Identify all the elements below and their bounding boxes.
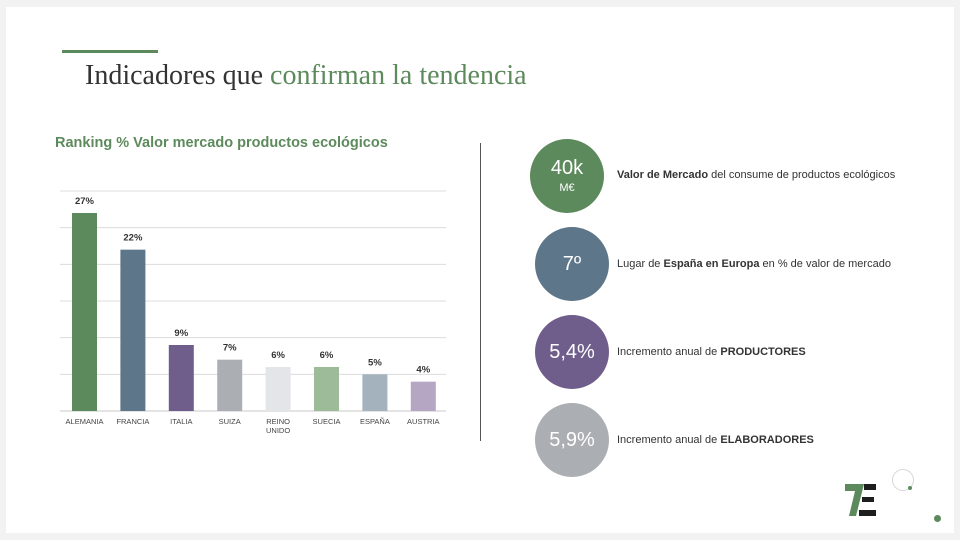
bar-suecia: [314, 367, 339, 411]
indicator-circle-spain-rank: 7º: [535, 227, 609, 301]
indicator-circle-market-value: 40k M€: [530, 139, 604, 213]
page-title: Indicadores que confirman la tendencia: [85, 60, 527, 92]
indicator-bold-text: PRODUCTORES: [720, 346, 806, 358]
decorative-dot: [934, 515, 941, 522]
x-tick-label: SUECIA: [313, 417, 341, 426]
indicator-unit: M€: [559, 182, 575, 194]
logo-icon: [845, 484, 876, 516]
bar-suiza: [217, 359, 243, 411]
x-tick-label: AUSTRIA: [407, 417, 440, 426]
x-tick-label: ESPAÑA: [360, 417, 390, 426]
bar-austria: [410, 381, 436, 411]
indicator-description-processors: Incremento anual de ELABORADORES: [617, 434, 814, 446]
x-tick-label: SUIZA: [219, 417, 241, 426]
bar-reino-unido: [265, 367, 291, 411]
decorative-ring: [892, 469, 914, 491]
x-tick-label: REINO: [266, 417, 290, 426]
x-tick-label: FRANCIA: [116, 417, 149, 426]
x-tick-label: ALEMANIA: [66, 417, 104, 426]
decorative-dot: [908, 486, 912, 490]
data-label: 4%: [416, 365, 430, 376]
indicator-description-market-value: Valor de Mercado del consume de producto…: [617, 169, 896, 181]
indicator-description-producers: Incremento anual de PRODUCTORES: [617, 346, 806, 358]
bar-alemania: [72, 213, 97, 411]
vertical-divider: [480, 143, 481, 441]
data-label: 22%: [123, 233, 143, 244]
bar-españa: [362, 374, 388, 411]
indicator-circle-processors: 5,9%: [535, 403, 609, 477]
indicator-bold-text: España en Europa: [663, 258, 760, 270]
data-label: 6%: [320, 350, 334, 361]
indicator-description-spain-rank: Lugar de España en Europa en % de valor …: [617, 258, 891, 270]
indicator-value: 5,9%: [549, 429, 595, 451]
title-part-1: Indicadores que: [85, 60, 271, 91]
indicator-bold-text: ELABORADORES: [720, 434, 814, 446]
indicator-value: 40k: [550, 157, 584, 179]
bar-italia: [168, 345, 194, 411]
data-label: 5%: [368, 357, 382, 368]
data-label: 7%: [223, 343, 237, 354]
chart-title: Ranking % Valor mercado productos ecológ…: [55, 135, 388, 151]
bar-francia: [120, 249, 146, 411]
indicator-value: 7º: [562, 253, 582, 275]
indicator-circle-producers: 5,4%: [535, 315, 609, 389]
data-label: 6%: [271, 350, 285, 361]
indicator-bold-text: Valor de Mercado: [617, 169, 709, 181]
title-underline: [62, 50, 158, 53]
x-tick-label: ITALIA: [170, 417, 192, 426]
title-part-2: confirman la tendencia: [270, 60, 527, 91]
data-label: 9%: [174, 328, 188, 339]
x-tick-label: UNIDO: [266, 426, 290, 435]
data-label: 27%: [75, 196, 95, 207]
indicator-value: 5,4%: [549, 341, 595, 363]
